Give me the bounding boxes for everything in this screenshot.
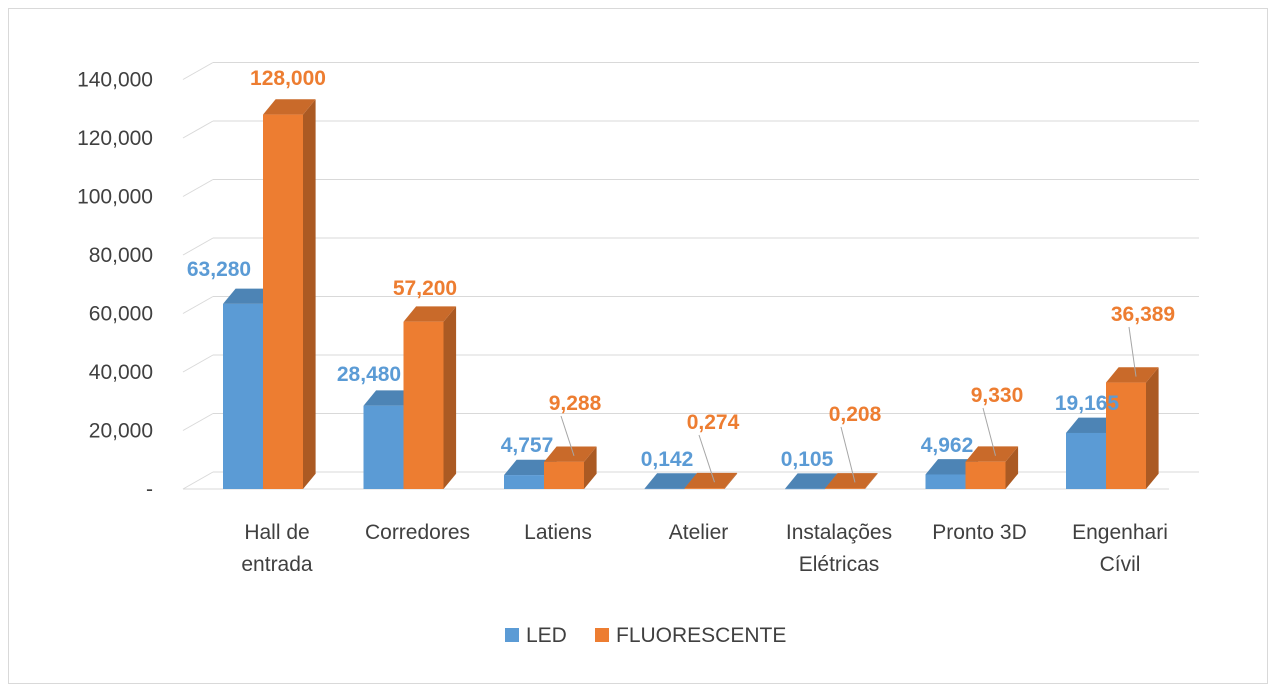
- category-label-1: Hall de entrada: [241, 521, 313, 576]
- data-label-led-1: 63,280: [187, 258, 251, 281]
- gridline: [182, 179, 1199, 197]
- legend-swatch: [505, 628, 519, 642]
- data-label-led-7: 19,165: [1055, 392, 1120, 415]
- gridline: [182, 120, 1199, 139]
- y-tick-label: -: [146, 478, 153, 501]
- gridline: [182, 354, 1199, 373]
- category-label-6: Pronto 3D: [932, 521, 1027, 544]
- y-tick-label: 60,000: [89, 303, 153, 326]
- bar-fluorescente-2: [403, 306, 457, 489]
- data-label-led-4: 0,142: [641, 448, 694, 471]
- data-label-led-5: 0,105: [781, 448, 834, 471]
- leader-line: [698, 434, 715, 483]
- data-label-led-2: 28,480: [337, 363, 401, 386]
- category-label-2: Corredores: [365, 521, 470, 544]
- legend: LED FLUORESCENTE: [505, 624, 786, 647]
- y-tick-label: 120,000: [77, 127, 153, 150]
- leader-line: [560, 415, 575, 456]
- y-tick-label: 100,000: [77, 186, 153, 209]
- data-label-fluorescente-7: 36,389: [1111, 303, 1175, 326]
- y-tick-label: 20,000: [89, 420, 153, 443]
- legend-item-fluorescente: FLUORESCENTE: [595, 624, 786, 647]
- bars: [223, 99, 1159, 490]
- category-label-5: Instalações Elétricas: [786, 521, 892, 576]
- category-label-3: Latiens: [524, 521, 592, 544]
- category-label-4: Atelier: [669, 521, 729, 544]
- data-label-fluorescente-1: 128,000: [250, 67, 326, 90]
- bar-fluorescente-5: [825, 473, 878, 489]
- legend-label: FLUORESCENTE: [616, 624, 786, 647]
- bar-fluorescente-7: [1106, 367, 1159, 489]
- leader-line: [1128, 326, 1137, 377]
- category-label-7: Engenhari Cívil: [1072, 521, 1168, 576]
- data-label-fluorescente-5: 0,208: [829, 403, 882, 426]
- data-label-fluorescente-3: 9,288: [549, 392, 602, 415]
- leader-line: [840, 426, 856, 483]
- y-tick-label: 80,000: [89, 244, 153, 267]
- bar-fluorescente-3: [544, 446, 597, 489]
- bar-fluorescente-4: [684, 472, 738, 489]
- bar-fluorescente-1: [263, 99, 316, 490]
- bar-chart: - 20,000 40,000 60,000 80,000 100,000 120,000 1…: [77, 62, 1199, 647]
- data-label-led-6: 4,962: [921, 434, 974, 457]
- data-label-led-3: 4,757: [501, 434, 554, 457]
- y-tick-label: 140,000: [77, 69, 153, 92]
- legend-swatch: [595, 628, 609, 642]
- leader-line: [982, 407, 996, 456]
- legend-item-led: LED: [505, 624, 567, 647]
- chart-frame: - 20,000 40,000 60,000 80,000 100,000 120,000 1…: [8, 8, 1268, 684]
- gridline: [182, 296, 1199, 314]
- y-axis-tick-labels: - 20,000 40,000 60,000 80,000 100,000 120,000 1…: [77, 69, 153, 502]
- gridline: [182, 62, 1199, 80]
- legend-label: LED: [526, 624, 567, 647]
- bar-fluorescente-6: [965, 446, 1019, 489]
- data-labels: 63,280 128,000 28,480 57,200 4,757 9,288 0,142…: [187, 67, 1175, 483]
- gridline: [182, 237, 1199, 256]
- data-label-fluorescente-6: 9,330: [971, 384, 1024, 407]
- data-label-fluorescente-2: 57,200: [393, 277, 457, 300]
- data-label-fluorescente-4: 0,274: [687, 411, 740, 434]
- category-labels: Hall de entrada Corredores Latiens Atelier In…: [241, 521, 1167, 576]
- y-tick-label: 40,000: [89, 361, 153, 384]
